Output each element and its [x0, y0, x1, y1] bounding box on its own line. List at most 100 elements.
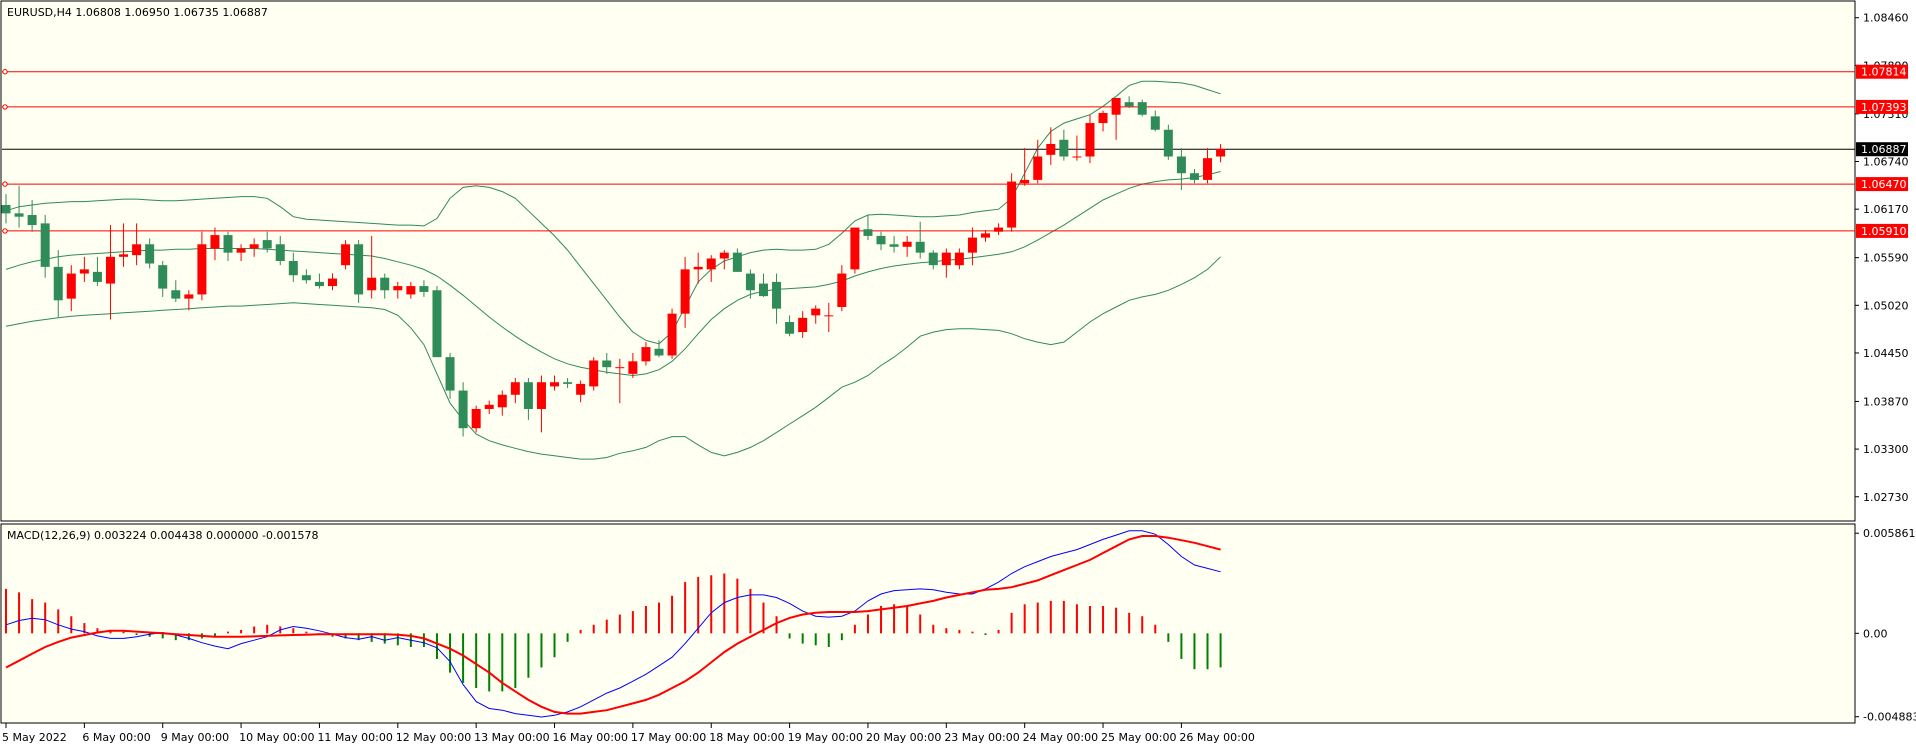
candle-body [1098, 113, 1108, 124]
candle-body [92, 271, 102, 282]
candle-body [576, 383, 586, 395]
candle-body [680, 269, 690, 314]
time-tick-label: 25 May 00:00 [1101, 731, 1176, 744]
macd-line [5, 530, 1221, 718]
candle-body [1163, 129, 1173, 157]
candle-body [772, 281, 782, 309]
candle-body [563, 382, 573, 384]
candle-body [654, 348, 664, 356]
macd-histogram [5, 573, 1222, 692]
candle-body [824, 315, 834, 317]
candle-body [288, 261, 298, 276]
candle-body [1137, 102, 1147, 115]
price-pane[interactable]: 1.084601.078901.073101.067401.061701.055… [0, 0, 1909, 522]
candle-body [341, 244, 351, 266]
price-level-tag [1856, 64, 1908, 79]
candle-body [393, 286, 403, 291]
price-tick-label: 1.02730 [1863, 491, 1909, 504]
candle-body [184, 294, 194, 299]
candle-body [458, 390, 468, 429]
candle-body [1124, 102, 1134, 107]
candle-body [536, 382, 546, 409]
candle-body [171, 290, 181, 299]
time-tick-label: 20 May 00:00 [866, 731, 941, 744]
candle-body [602, 360, 612, 368]
candle-body [1007, 181, 1017, 228]
price-level-tag-label: 1.06470 [1861, 178, 1907, 191]
macd-lines [5, 530, 1221, 718]
time-tick-label: 10 May 00:00 [239, 731, 314, 744]
candle-body [484, 404, 494, 409]
candle-body [1085, 123, 1095, 157]
candle-body [249, 244, 259, 249]
candle-body [667, 313, 677, 356]
candle-body [445, 357, 455, 391]
macd-pane-frame [0, 523, 1856, 724]
price-level-tags: 1.07814 1.07393 1.06470 1.05910 1.06887 [1856, 64, 1908, 238]
candle-body [27, 215, 37, 226]
candle-body [367, 277, 377, 291]
candle-body [981, 233, 990, 238]
price-level-tag [1856, 177, 1908, 192]
price-tick-label: 1.04450 [1863, 347, 1909, 360]
price-level-tag-label: 1.05910 [1861, 225, 1907, 238]
candle-body [1203, 158, 1213, 180]
price-pane-title: EURUSD,H4 1.06808 1.06950 1.06735 1.0688… [7, 6, 268, 19]
candle-body [262, 240, 272, 249]
candle-body [1216, 148, 1226, 157]
candle-body [132, 244, 142, 256]
time-tick-label: 13 May 00:00 [474, 731, 549, 744]
price-tick-label: 1.06170 [1863, 203, 1909, 216]
candle-body [1033, 156, 1043, 180]
candle-body [1059, 139, 1069, 157]
candle-body [994, 227, 1004, 232]
time-tick-label: 26 May 00:00 [1179, 731, 1254, 744]
macd-tick-label: 0.00 [1863, 627, 1888, 640]
time-tick-label: 18 May 00:00 [709, 731, 784, 744]
candle-body [432, 290, 442, 358]
candle-body [615, 367, 625, 369]
price-tick-label: 1.05020 [1863, 299, 1909, 312]
candle-body [641, 347, 651, 362]
time-tick-label: 23 May 00:00 [944, 731, 1019, 744]
price-level-tag [1856, 99, 1908, 114]
candle-body [628, 361, 638, 374]
candle-body [1150, 116, 1160, 130]
current-price-tag-label: 1.06887 [1861, 143, 1907, 156]
price-level-handle [2, 104, 8, 110]
price-level-tag-label: 1.07814 [1861, 66, 1907, 79]
macd-tick-label: 0.005861 [1863, 527, 1916, 540]
candle-body [1, 204, 11, 214]
candle-body [850, 227, 860, 270]
time-tick-label: 6 May 00:00 [82, 731, 150, 744]
candle-body [706, 258, 716, 270]
candle-body [419, 286, 429, 292]
candle-body [471, 408, 481, 429]
price-levels[interactable] [2, 69, 1855, 234]
bollinger-lower-line [5, 256, 1221, 460]
candle-body [915, 241, 925, 253]
candle-body [693, 266, 703, 270]
macd-pane-title: MACD(12,26,9) 0.003224 0.004438 0.000000… [7, 529, 318, 542]
candle-body [497, 394, 507, 408]
price-level-tag-label: 1.07393 [1861, 101, 1907, 114]
candle-body [1176, 156, 1186, 174]
candle-body [902, 241, 912, 247]
candle-body [954, 252, 964, 266]
candle-body [119, 254, 129, 257]
candle-body [53, 266, 63, 301]
macd-tick-label: -0.004883 [1863, 711, 1916, 724]
candle-body [1020, 179, 1030, 184]
candle-body [811, 308, 821, 316]
candlesticks [1, 96, 1226, 437]
macd-pane[interactable]: 0.005861 0.00 -0.004883 MACD(12,26,9) 0.00… [0, 523, 1916, 724]
candle-body [510, 382, 520, 395]
candle-body [328, 278, 337, 287]
time-tick-label: 12 May 00:00 [396, 731, 471, 744]
current-price-tag [1856, 142, 1908, 157]
candle-body [145, 244, 155, 264]
candle-body [223, 235, 233, 253]
price-tick-label: 1.03870 [1863, 395, 1909, 408]
time-tick-label: 11 May 00:00 [317, 731, 392, 744]
